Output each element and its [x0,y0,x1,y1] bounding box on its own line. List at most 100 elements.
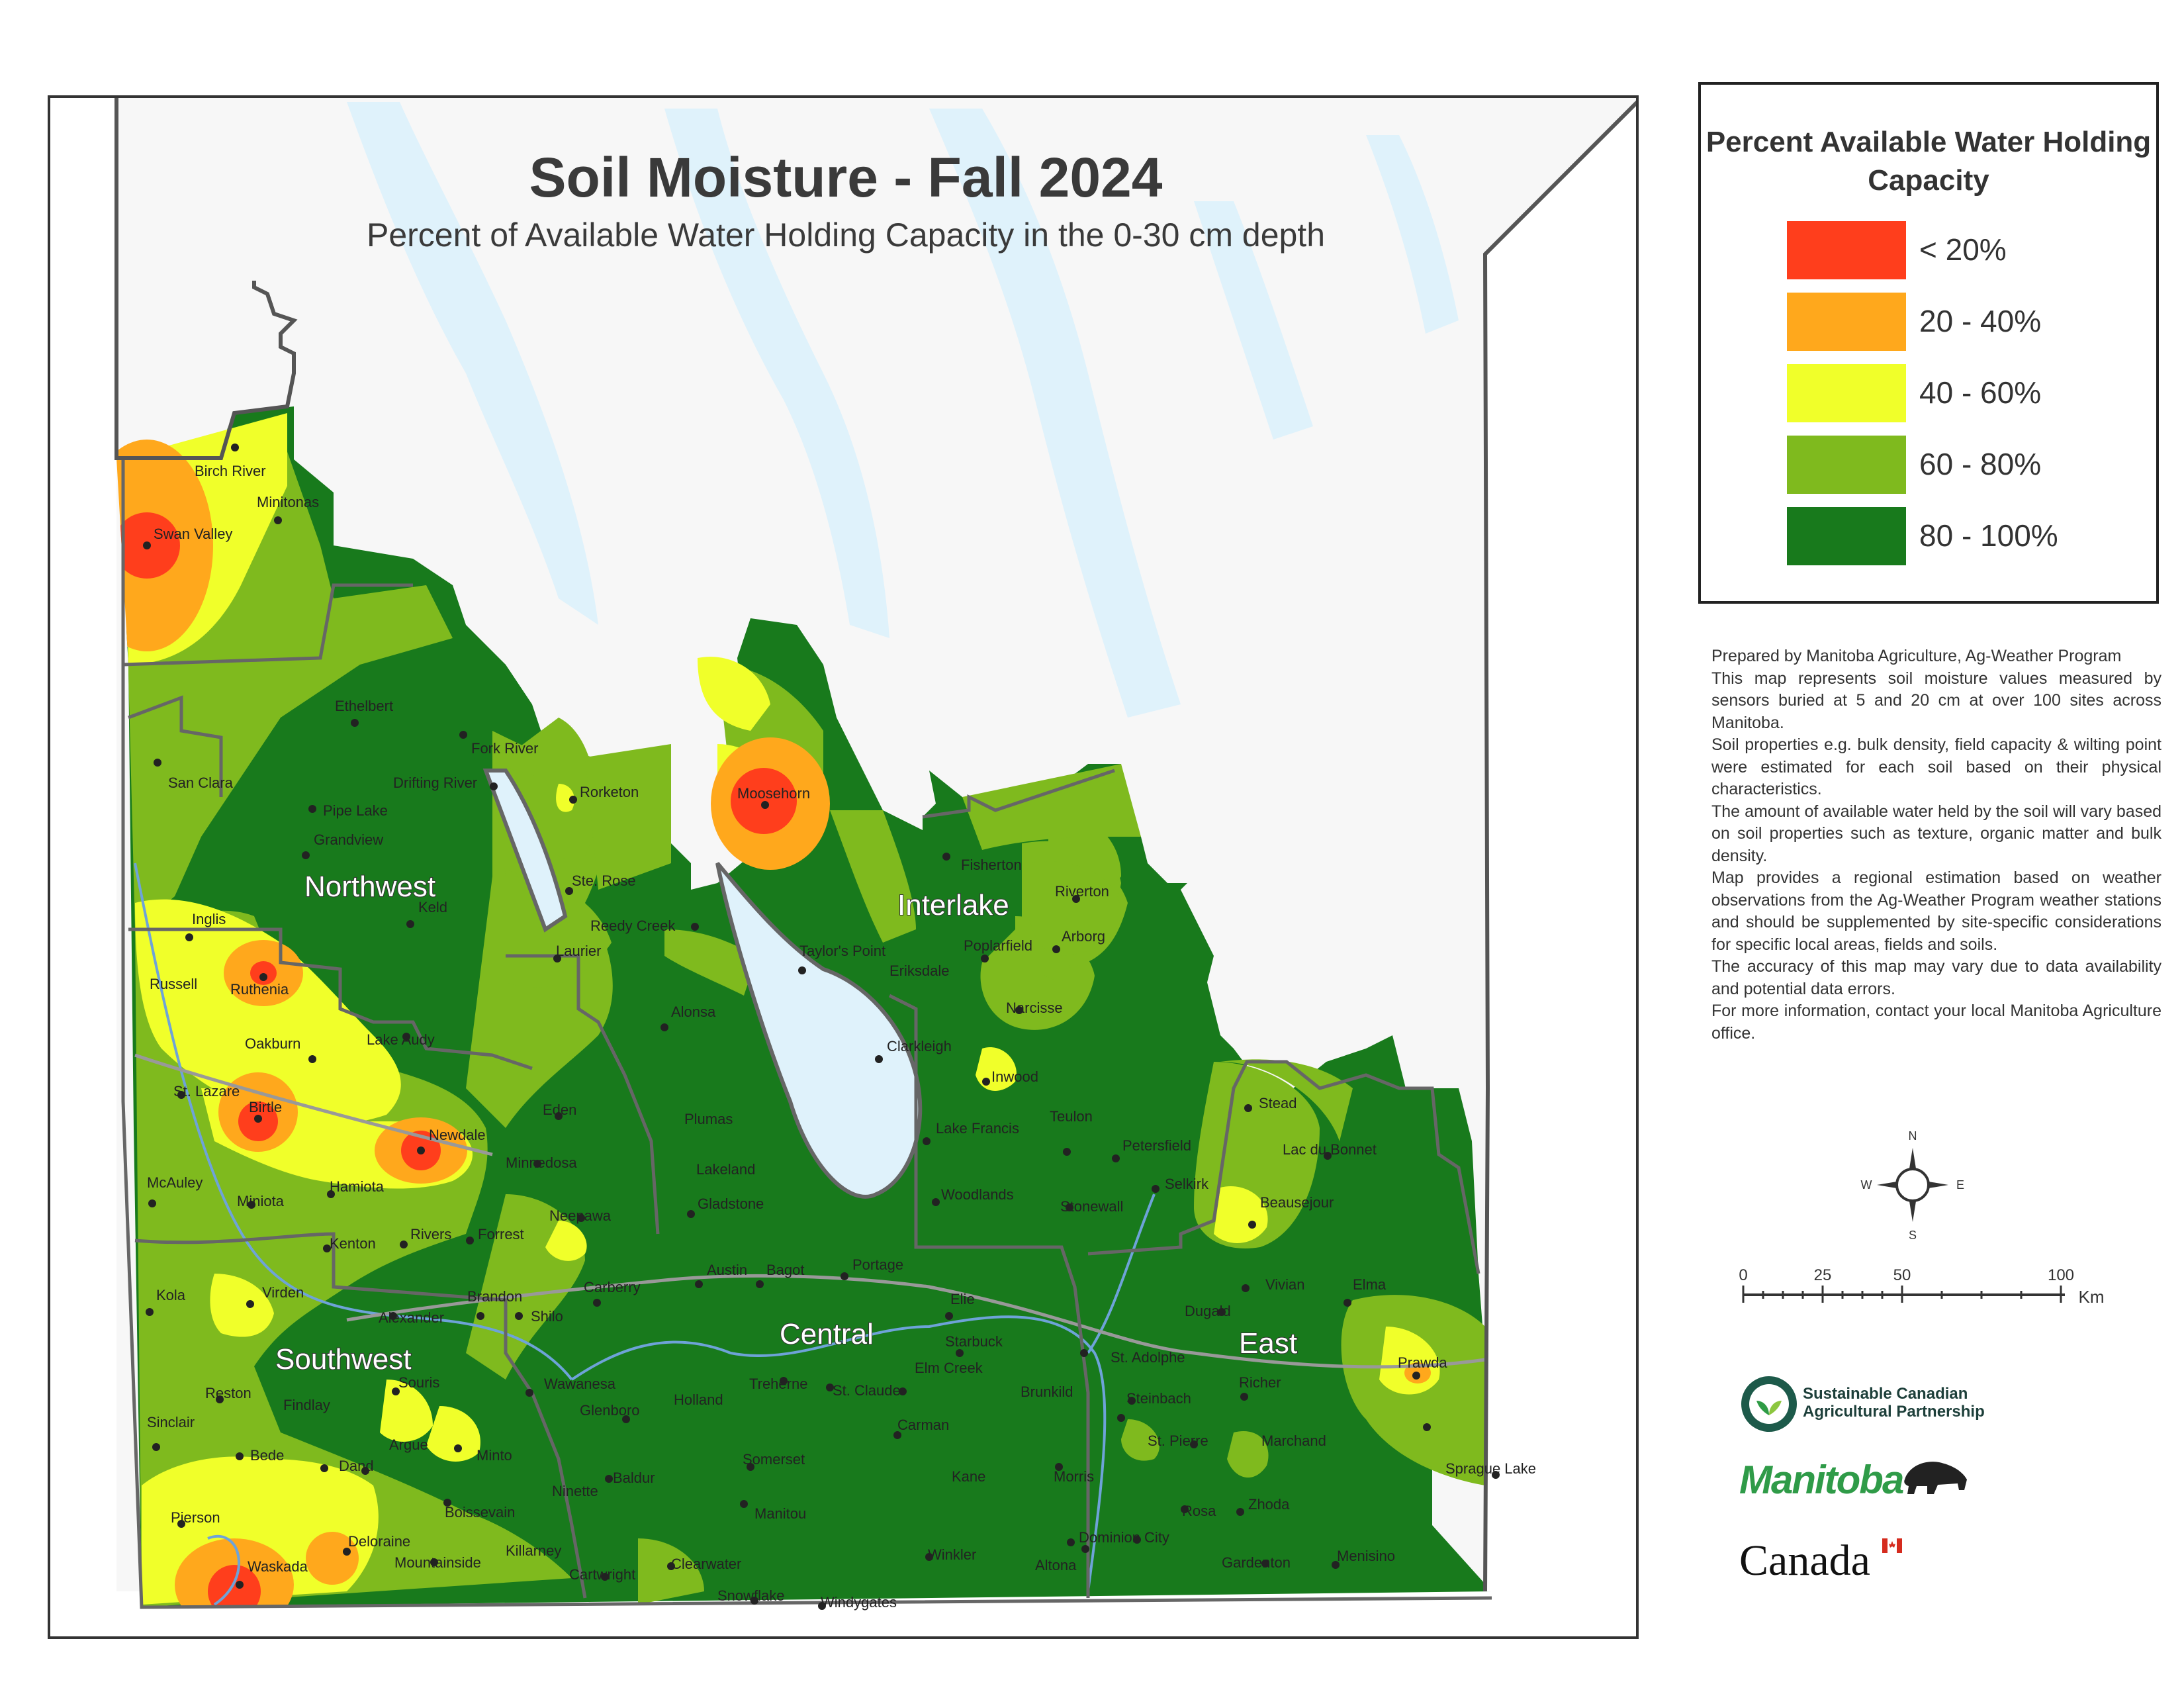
canadian-flag-icon [1882,1538,1902,1553]
town-label: Steinbach [1126,1390,1191,1407]
town-label: Altona [1035,1557,1077,1573]
town-label: Riverton [1055,883,1109,900]
town-label: Alonsa [671,1004,716,1020]
town-label: Wawanesa [544,1376,616,1392]
town-label: Arborg [1062,928,1105,945]
province-boundary [114,98,1636,1592]
town-label: Clearwater [671,1556,741,1572]
legend-swatch [1787,507,1906,565]
town-label: Stonewall [1060,1198,1123,1215]
compass-w: W [1861,1178,1872,1192]
town-label: Richer [1239,1374,1281,1391]
town-label: Carman [897,1417,949,1433]
legend-label: 20 - 40% [1919,304,2042,338]
town-label: Grandview [314,831,383,848]
town-label: Swan Valley [154,526,232,542]
legend-item: < 20% [1787,221,2131,279]
town-label: Gardenton [1222,1554,1291,1571]
town-label: Ste. Rose [572,872,636,889]
compass-e: E [1956,1178,1964,1192]
town-label: Findlay [283,1397,330,1413]
region-label-east: East [1239,1327,1297,1360]
legend-swatch [1787,293,1906,351]
town-label: Birtle [249,1099,282,1115]
town-label: Pipe Lake [323,802,388,819]
region-labels: Northwest Interlake Southwest Central Ea… [275,870,1298,1376]
rivers [134,863,1156,1606]
manitoba-lakes [482,769,923,1199]
town-label: Sinclair [147,1414,195,1430]
town-label: Souris [398,1374,439,1391]
legend-panel: Percent Available Water Holding Capacity… [1698,82,2159,604]
town-label: Minnedosa [506,1154,577,1171]
town-label: Kola [156,1287,186,1303]
map-title: Soil Moisture - Fall 2024 [529,146,1163,209]
town-label: Menisino [1337,1548,1395,1564]
lakes-north [347,102,1459,718]
town-label: Lac du Bonnet [1283,1141,1377,1158]
manitoba-wordmark: Manitoba [1739,1458,1904,1502]
town-label: Minitonas [257,494,319,510]
town-label: Inglis [192,911,226,927]
town-label: Selkirk [1165,1176,1209,1192]
town-label: Argue [389,1436,428,1453]
town-label: Drifting River [393,774,477,791]
town-label: Manitou [754,1505,806,1522]
town-label: Forrest [478,1226,524,1243]
region-label-interlake: Interlake [897,889,1009,921]
town-label: McAuley [147,1174,203,1191]
town-label: Teulon [1050,1108,1093,1125]
zone-60-80-interlake [830,810,916,943]
town-label: Alexander [379,1309,444,1326]
town-label: Sprague Lake [1445,1460,1536,1477]
town-label: Miniota [237,1193,285,1209]
town-label: Reedy Creek [590,917,676,934]
town-label: Starbuck [945,1333,1003,1350]
map-notes: Prepared by Manitoba Agriculture, Ag-Wea… [1711,645,2161,1045]
town-label: Boissevain [445,1504,515,1521]
town-label: Marchand [1261,1432,1326,1449]
town-label: Baldur [613,1470,655,1486]
map-frame: Birch River Minitonas Swan Valley Ethelb… [48,95,1639,1639]
town-label: Hamiota [330,1178,385,1195]
legend-label: < 20% [1919,232,2007,267]
town-label: Plumas [684,1111,733,1127]
legend-item: 60 - 80% [1787,436,2131,494]
town-label: Elie [950,1291,975,1307]
town-label: Lakeland [696,1161,755,1178]
legend-label: 40 - 60% [1919,375,2042,410]
legend-item: 40 - 60% [1787,364,2131,422]
town-label: Dugald [1185,1303,1231,1319]
town-label: Elm Creek [915,1360,983,1376]
town-label: Dand [339,1458,374,1474]
compass-s: S [1909,1229,1917,1242]
town-label: Eriksdale [889,962,949,979]
note-paragraph: The accuracy of this map may vary due to… [1711,957,2161,998]
town-label: Vivian [1265,1276,1305,1293]
town-labels: Birch River Minitonas Swan Valley Ethelb… [147,463,1536,1611]
town-label: Rorketon [580,784,639,800]
note-paragraph: Map provides a regional estimation based… [1711,868,2161,954]
town-label: Gladstone [698,1196,764,1212]
town-label: Austin [707,1262,747,1278]
town-label: Poplarfield [964,937,1032,954]
town-label: Lake Francis [936,1120,1019,1137]
town-label: Bagot [766,1262,805,1278]
town-label: Zhoda [1248,1496,1290,1513]
town-label: Holland [674,1391,723,1408]
canada-wordmark-logo: Canada [1739,1536,1938,1595]
region-label-southwest: Southwest [275,1343,411,1376]
scale-tick-label: 25 [1814,1266,1832,1284]
town-label: Keld [418,899,447,915]
town-label: Windygates [821,1594,897,1611]
town-label: Glenboro [580,1402,640,1419]
town-label: Birch River [195,463,266,479]
town-label: Pierson [171,1509,220,1526]
legend-item: 20 - 40% [1787,293,2131,351]
legend-item: 80 - 100% [1787,507,2131,565]
scap-leaf-icon [1741,1376,1797,1432]
note-paragraph: This map represents soil moisture values… [1711,669,2161,732]
town-label: Russell [150,976,197,992]
town-label: Brandon [467,1288,522,1305]
scap-logo-text: Sustainable Canadian Agricultural Partne… [1803,1385,1985,1421]
